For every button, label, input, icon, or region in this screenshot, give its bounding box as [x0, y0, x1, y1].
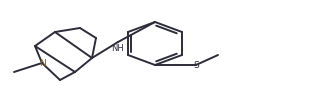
Text: S: S — [193, 60, 199, 70]
Text: NH: NH — [112, 44, 124, 53]
Text: N: N — [38, 59, 45, 68]
